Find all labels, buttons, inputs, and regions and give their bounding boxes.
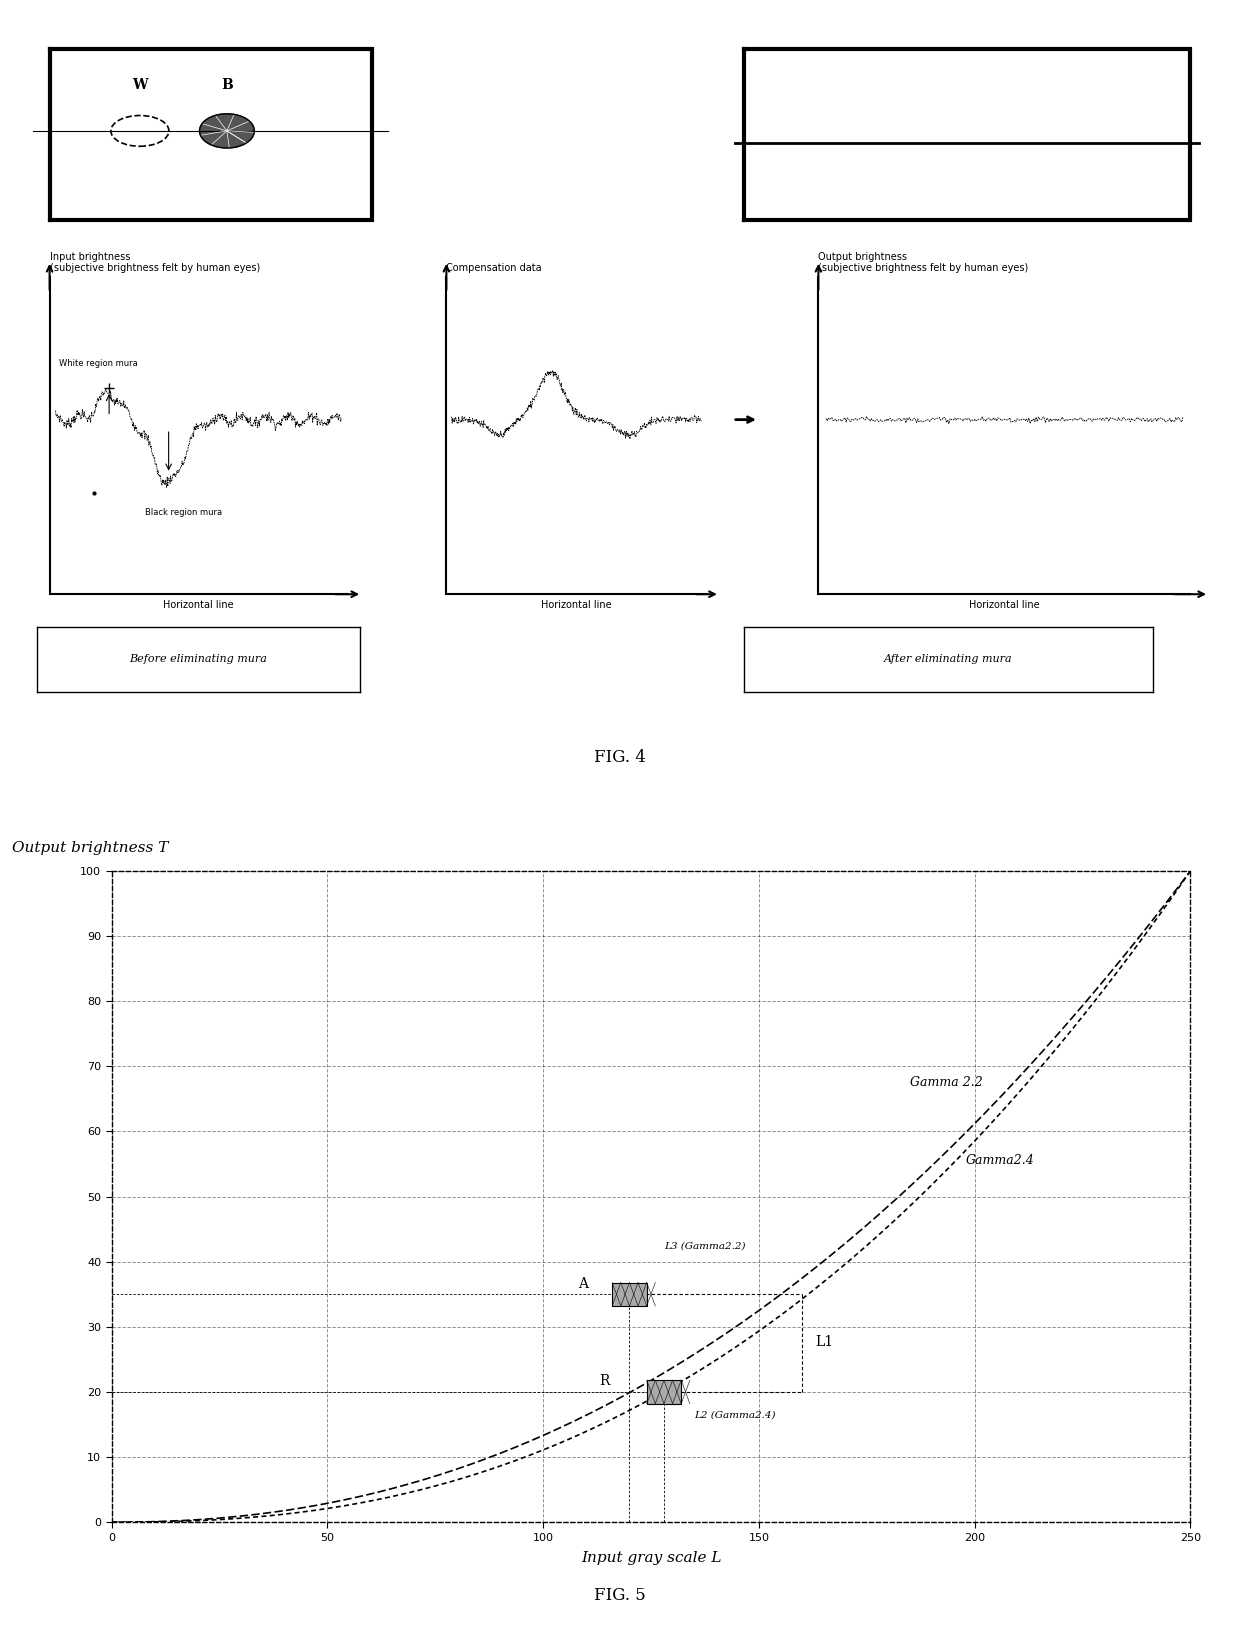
Text: Output brightness
(subjective brightness felt by human eyes): Output brightness (subjective brightness… [818,252,1029,274]
Text: Output brightness T: Output brightness T [12,840,169,855]
Bar [647,1381,681,1403]
Text: B: B [221,78,233,91]
Text: After eliminating mura: After eliminating mura [884,654,1013,664]
X-axis label: Horizontal line: Horizontal line [542,599,611,610]
Text: Gamma 2.2: Gamma 2.2 [910,1076,982,1089]
Bar [613,1283,647,1306]
Text: Black region mura: Black region mura [145,508,222,516]
Text: Input brightness
(subjective brightness felt by human eyes): Input brightness (subjective brightness … [50,252,260,274]
Text: Before eliminating mura: Before eliminating mura [129,654,268,664]
X-axis label: Horizontal line: Horizontal line [970,599,1039,610]
Text: White region mura: White region mura [58,358,138,368]
X-axis label: Horizontal line: Horizontal line [164,599,233,610]
Text: R: R [599,1374,610,1389]
Text: L3 (Gamma2.2): L3 (Gamma2.2) [663,1242,745,1250]
Polygon shape [200,114,254,148]
Text: W: W [131,78,148,91]
Text: Gamma2.4: Gamma2.4 [966,1154,1034,1167]
Text: FIG. 4: FIG. 4 [594,749,646,765]
Text: L1: L1 [815,1335,833,1350]
Text: L2 (Gamma2.4): L2 (Gamma2.4) [694,1411,776,1420]
Text: FIG. 5: FIG. 5 [594,1587,646,1604]
X-axis label: Input gray scale L: Input gray scale L [580,1551,722,1565]
Text: Compensation data: Compensation data [446,264,542,274]
Text: A: A [578,1276,588,1291]
